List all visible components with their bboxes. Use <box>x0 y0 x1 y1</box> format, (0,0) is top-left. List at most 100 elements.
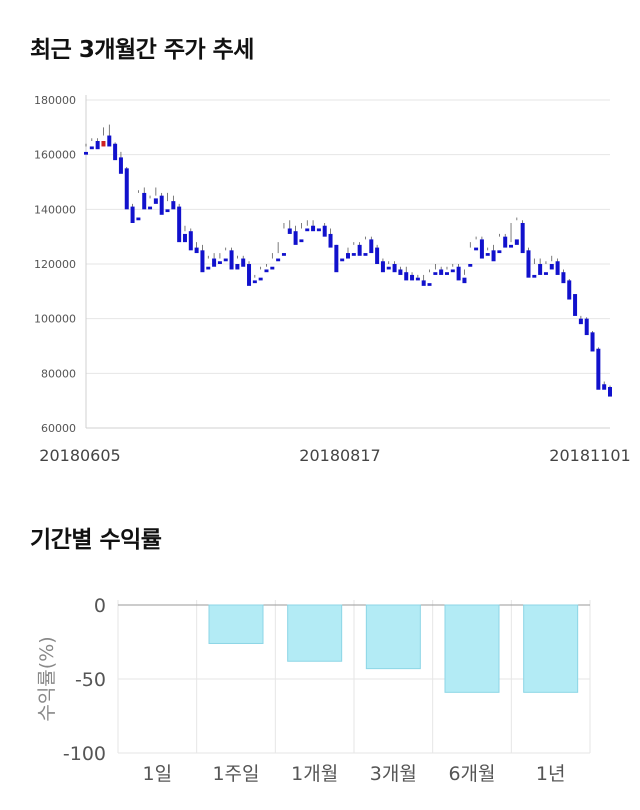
candle-body <box>608 387 612 397</box>
candle-body <box>276 258 281 262</box>
returns-chart-y-label: 수익률(%) <box>36 636 58 721</box>
price-y-tick-label: 120000 <box>34 258 76 271</box>
price-y-tick-label: 100000 <box>34 313 76 326</box>
candle-body <box>427 283 432 286</box>
price-chart-y-axis: 180000 160000 140000 120000 100000 80000 60000 <box>34 94 76 435</box>
returns-chart-x-axis: 1일 1주일 1개월 3개월 6개월 1년 <box>143 763 566 785</box>
candle <box>602 381 607 390</box>
candle <box>351 242 356 256</box>
candle <box>107 124 112 147</box>
candle-body <box>270 266 275 270</box>
candle <box>386 261 391 270</box>
candle <box>561 269 566 284</box>
candle-body <box>124 168 129 210</box>
candle-body <box>392 264 397 273</box>
candle-body <box>375 247 380 264</box>
candle-body <box>450 269 455 273</box>
candle-body <box>561 272 566 284</box>
candle-body <box>159 195 164 215</box>
candle <box>177 203 182 243</box>
candle <box>439 266 444 275</box>
candle <box>264 264 269 273</box>
candle-body <box>194 247 199 254</box>
candle-body <box>142 192 147 210</box>
candle <box>258 266 263 281</box>
candle <box>421 274 426 286</box>
price-chart-title: 최근 3개월간 주가 추세 <box>30 37 254 63</box>
candle-body <box>433 272 438 275</box>
candle-body <box>596 348 601 390</box>
candle-body <box>439 269 444 275</box>
candle <box>299 223 304 243</box>
candle <box>153 187 158 204</box>
candle-body <box>590 332 595 352</box>
candle-body <box>351 253 356 256</box>
price-chart-x-axis: 20180605 20180817 20181101 <box>39 446 630 465</box>
candle <box>567 279 572 300</box>
candle <box>328 228 333 248</box>
candle-body <box>305 228 310 232</box>
returns-y-tick-label: 0 <box>94 595 106 617</box>
candle <box>503 233 508 248</box>
candle-body <box>369 239 374 254</box>
candle <box>159 192 164 215</box>
candle-body <box>206 266 211 270</box>
candle <box>89 138 94 150</box>
candle-body <box>456 266 461 281</box>
candle <box>101 127 106 147</box>
candle-body <box>247 264 252 286</box>
candle <box>433 264 438 275</box>
candle-body <box>89 146 94 150</box>
candle-body <box>567 280 572 300</box>
candle-body <box>410 274 415 281</box>
candle <box>479 236 484 259</box>
price-x-tick-label: 20181101 <box>549 446 630 465</box>
candle <box>584 317 589 336</box>
candle-body <box>287 228 292 234</box>
candle-body <box>212 258 217 267</box>
candle-body <box>171 201 176 210</box>
candle-body <box>264 269 269 273</box>
candle <box>468 242 473 267</box>
candle-body <box>538 264 543 275</box>
returns-bar <box>208 604 264 644</box>
candle-body <box>526 250 531 278</box>
returns-x-tick-label: 1개월 <box>291 763 338 785</box>
candle <box>538 258 543 275</box>
candle <box>363 236 368 256</box>
candle <box>182 225 187 243</box>
price-y-tick-label: 160000 <box>34 149 76 162</box>
candle-body <box>223 258 228 262</box>
candle <box>276 242 281 262</box>
candle-body <box>235 264 240 270</box>
candle <box>590 330 595 352</box>
candle <box>130 203 135 223</box>
candle <box>194 242 199 254</box>
candle <box>235 255 240 270</box>
candle-body <box>165 209 170 213</box>
candle <box>346 247 350 259</box>
candle-body <box>241 258 246 267</box>
candle <box>462 269 467 284</box>
candle-body <box>113 143 118 161</box>
candle-body <box>602 384 607 390</box>
candle-body <box>130 206 135 223</box>
candle-body <box>136 217 141 221</box>
price-chart-candles <box>84 124 612 397</box>
candle-body <box>118 157 123 174</box>
candle <box>340 258 345 262</box>
candle <box>573 294 578 316</box>
candle-body <box>532 274 537 278</box>
candle-body <box>258 277 263 281</box>
candle <box>404 266 409 281</box>
candle <box>415 274 420 281</box>
candle-body <box>101 141 106 147</box>
candle <box>118 151 123 174</box>
candle-body <box>95 141 100 150</box>
candle <box>334 244 339 273</box>
candle <box>124 166 129 210</box>
candle-body <box>293 231 298 245</box>
candle <box>392 261 397 273</box>
candle <box>212 253 217 267</box>
candle-body <box>334 244 339 273</box>
